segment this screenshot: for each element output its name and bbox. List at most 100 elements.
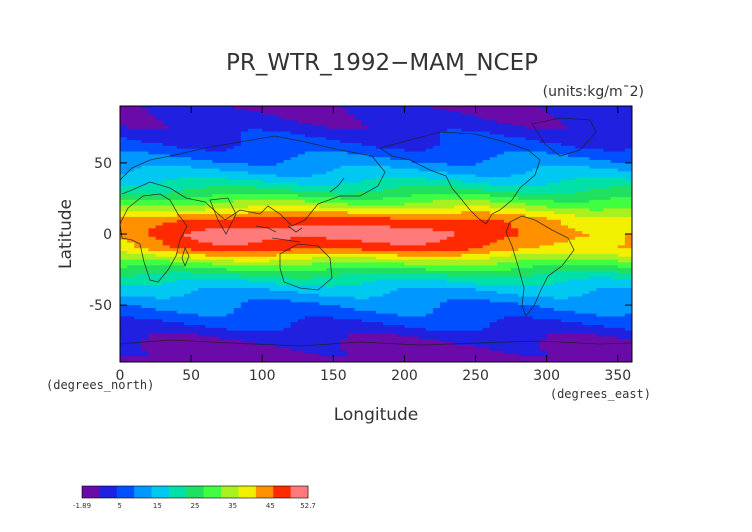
heatmap-cell (169, 279, 178, 283)
heatmap-cell (404, 177, 413, 181)
heatmap-cell (127, 134, 135, 138)
heatmap-cell (518, 202, 526, 207)
heatmap-cell (368, 273, 377, 278)
heatmap-cell (553, 228, 562, 232)
heatmap-cell (255, 120, 263, 124)
heatmap-cell (504, 194, 512, 198)
heatmap-cell (333, 285, 342, 289)
heatmap-cell (603, 179, 612, 184)
heatmap-cell (589, 177, 598, 181)
heatmap-cell (141, 302, 150, 306)
heatmap-cell (205, 239, 214, 244)
heatmap-cell (212, 148, 221, 153)
heatmap-cell (489, 171, 498, 175)
heatmap-cell (560, 211, 569, 215)
heatmap-cell (255, 276, 263, 281)
heatmap-cell (539, 179, 548, 184)
heatmap-cell (155, 268, 164, 272)
heatmap-cell (475, 120, 484, 124)
heatmap-cell (312, 228, 320, 232)
heatmap-cell (361, 125, 370, 130)
heatmap-cell (155, 296, 164, 301)
heatmap-cell (198, 185, 206, 190)
heatmap-cell (162, 108, 171, 113)
heatmap-cell (376, 234, 384, 238)
heatmap-cell (283, 145, 292, 150)
heatmap-cell (255, 265, 263, 269)
heatmap-cell (304, 197, 313, 201)
heatmap-cell (312, 191, 320, 195)
heatmap-cell (411, 106, 420, 110)
heatmap-cell (418, 157, 427, 161)
heatmap-cell (376, 293, 384, 298)
heatmap-cell (269, 108, 278, 113)
heatmap-cell (176, 165, 185, 170)
heatmap-cell (176, 299, 185, 303)
heatmap-cell (340, 168, 349, 173)
heatmap-cell (589, 182, 598, 187)
heatmap-cell (127, 270, 135, 275)
heatmap-cell (361, 106, 370, 110)
heatmap-cell (432, 128, 441, 133)
heatmap-cell (603, 231, 612, 235)
heatmap-cell (617, 276, 626, 281)
heatmap-cell (333, 140, 342, 144)
heatmap-cell (233, 111, 242, 116)
heatmap-cell (255, 216, 263, 221)
heatmap-cell (496, 114, 505, 118)
heatmap-cell (248, 191, 256, 195)
heatmap-cell (511, 270, 519, 275)
heatmap-cell (312, 214, 320, 218)
heatmap-cell (148, 216, 157, 221)
heatmap-cell (127, 177, 135, 181)
heatmap-cell (290, 234, 299, 238)
heatmap-cell (326, 148, 334, 153)
heatmap-cell (546, 276, 555, 281)
heatmap-cell (390, 262, 398, 266)
heatmap-cell (440, 219, 448, 224)
heatmap-cell (376, 168, 384, 173)
heatmap-cell (155, 270, 164, 275)
heatmap-cell (482, 188, 491, 192)
heatmap-cell (475, 282, 484, 286)
heatmap-cell (240, 219, 249, 224)
heatmap-cell (425, 114, 434, 118)
heatmap-cell (233, 131, 242, 136)
heatmap-cell (482, 262, 491, 266)
heatmap-cell (383, 174, 391, 178)
heatmap-cell (361, 259, 370, 264)
heatmap-cell (489, 194, 498, 198)
heatmap-cell (248, 219, 256, 224)
heatmap-cell (361, 270, 370, 275)
heatmap-cell (617, 197, 626, 201)
heatmap-cell (361, 179, 370, 184)
heatmap-cell (276, 225, 285, 229)
heatmap-cell (354, 179, 363, 184)
heatmap-cell (504, 202, 512, 207)
heatmap-cell (610, 108, 619, 113)
heatmap-cell (368, 120, 377, 124)
heatmap-cell (404, 225, 413, 229)
heatmap-cell (233, 165, 242, 170)
heatmap-cell (176, 177, 185, 181)
heatmap-cell (304, 228, 313, 232)
heatmap-cell (603, 131, 612, 136)
heatmap-cell (610, 251, 619, 255)
heatmap-cell (461, 288, 470, 292)
heatmap-cell (354, 202, 363, 207)
heatmap-cell (582, 225, 590, 229)
heatmap-cell (553, 285, 562, 289)
heatmap-cell (489, 234, 498, 238)
heatmap-cell (461, 154, 470, 158)
heatmap-cell (233, 140, 242, 144)
heatmap-cell (617, 142, 626, 147)
heatmap-cell (240, 276, 249, 281)
heatmap-cell (283, 148, 292, 153)
heatmap-cell (212, 239, 221, 244)
heatmap-cell (162, 256, 171, 261)
heatmap-cell (120, 194, 128, 198)
heatmap-cell (496, 145, 505, 150)
heatmap-cell (290, 290, 299, 295)
heatmap-cell (624, 225, 632, 229)
heatmap-cell (440, 208, 448, 212)
